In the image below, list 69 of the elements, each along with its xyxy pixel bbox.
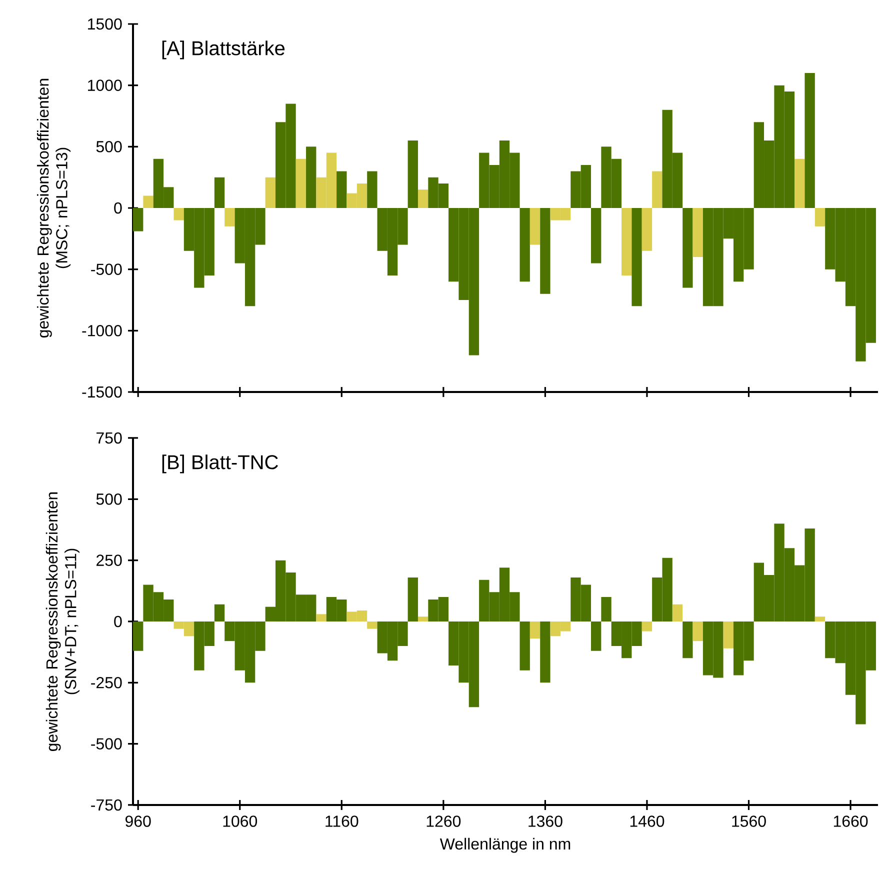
bar (408, 577, 418, 622)
bar (672, 604, 683, 622)
y-tick-label: 750 (96, 432, 122, 444)
bar (804, 73, 815, 208)
bar (133, 208, 144, 232)
bar (174, 208, 184, 220)
bar (530, 621, 540, 639)
bar (590, 208, 602, 264)
x-tick-label: 1160 (326, 816, 358, 827)
bar (367, 171, 378, 208)
bar (794, 158, 805, 208)
bar (540, 621, 550, 683)
bar (296, 158, 306, 208)
bar (214, 604, 225, 622)
bar (520, 208, 530, 282)
bar (540, 208, 550, 294)
bar (316, 614, 326, 622)
y-tick-label: -1000 (82, 324, 122, 336)
bar (143, 196, 154, 208)
bar (642, 621, 652, 632)
bar (682, 208, 693, 288)
text: [B] Blatt-TNC (162, 454, 278, 474)
y-tick-label: -750 (91, 799, 122, 811)
bar (265, 177, 276, 208)
bar (133, 621, 144, 651)
bar (692, 208, 703, 258)
x-tick-label: 1260 (426, 816, 461, 827)
x-axis-title: Wellenlänge in nm (440, 838, 570, 853)
bar (367, 621, 378, 629)
x-tick-label: 1060 (223, 816, 258, 827)
bar (814, 208, 826, 226)
x-tick-label: 1560 (732, 816, 766, 827)
y-tick-label: 250 (96, 554, 122, 566)
bar (642, 208, 652, 251)
bar (601, 597, 612, 622)
bar (692, 621, 703, 642)
bar (214, 177, 225, 208)
y-tick-label: -1500 (82, 386, 122, 398)
x-tick-label: 1660 (834, 816, 868, 827)
y-tick-label: -250 (91, 676, 122, 688)
bar (723, 621, 734, 648)
bar (408, 140, 418, 208)
y-tick-label: -500 (91, 738, 122, 750)
x-tick-label: 1360 (528, 816, 562, 827)
x-tick-label: 1460 (630, 816, 664, 827)
bar (622, 208, 632, 276)
bar (520, 621, 530, 670)
y-tick-label: 0 (114, 616, 122, 628)
y-tick-label: 0 (114, 202, 122, 214)
y-tick-label: 1500 (88, 18, 122, 30)
y-tick-label: -500 (91, 264, 122, 275)
bar (224, 208, 235, 226)
bar (652, 171, 662, 208)
y-axis-title: gewichtete Regressionskoeffizienten (SNV+DT; nPLS=11) (46, 492, 80, 751)
bar (530, 208, 540, 245)
text: [A] Blattstärke (162, 40, 285, 60)
bar (418, 616, 428, 622)
y-axis-title: gewichtete Regressionskoeffizienten (MSC; nPLS=13) (36, 78, 71, 338)
y-tick-label: 500 (96, 141, 122, 152)
bar (814, 616, 826, 622)
bar (306, 146, 316, 208)
bar (590, 621, 602, 651)
bar (682, 621, 693, 658)
x-tick-label: 960 (126, 816, 151, 827)
y-tick-label: 500 (96, 493, 122, 505)
y-tick-label: 1000 (88, 80, 122, 91)
bar (418, 190, 428, 208)
bar (632, 208, 642, 306)
bar (336, 171, 347, 208)
